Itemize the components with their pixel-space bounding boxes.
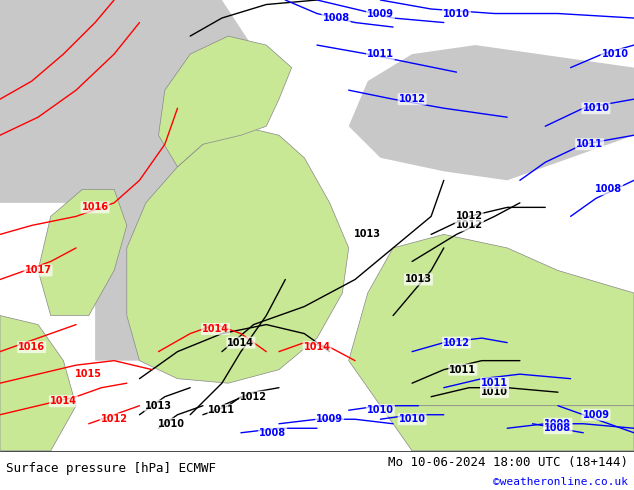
Text: 1012: 1012 [101,414,127,424]
Text: 1017: 1017 [25,266,51,275]
Text: 1015: 1015 [75,369,102,379]
Text: 1009: 1009 [545,419,571,429]
Text: 1012: 1012 [456,220,482,230]
Text: Mo 10-06-2024 18:00 UTC (18+144): Mo 10-06-2024 18:00 UTC (18+144) [387,456,628,469]
Text: 1009: 1009 [316,414,343,424]
Text: 1008: 1008 [595,184,622,195]
Text: 1016: 1016 [82,202,108,212]
Text: 1010: 1010 [158,419,184,429]
Text: 1008: 1008 [323,13,349,23]
Text: 1016: 1016 [18,342,45,352]
Text: 1010: 1010 [583,103,609,113]
Text: 1009: 1009 [367,8,394,19]
Text: 1013: 1013 [405,274,432,285]
Text: 1010: 1010 [443,8,470,19]
Text: 1009: 1009 [583,410,609,420]
Text: 1013: 1013 [145,401,172,411]
Text: 1008: 1008 [259,428,286,438]
Text: 1012: 1012 [399,94,425,104]
Text: 1012: 1012 [443,338,470,347]
Text: 1014: 1014 [304,342,330,352]
Text: 1011: 1011 [576,139,603,149]
Text: 1010: 1010 [481,387,508,397]
Text: 1011: 1011 [209,405,235,415]
Text: 1010: 1010 [602,49,628,59]
Text: 1010: 1010 [367,405,394,415]
Text: 1011: 1011 [450,365,476,375]
Text: Surface pressure [hPa] ECMWF: Surface pressure [hPa] ECMWF [6,462,216,475]
Text: 1010: 1010 [399,414,425,424]
Text: 1008: 1008 [545,423,571,433]
Text: 1011: 1011 [481,378,508,388]
Text: 1014: 1014 [50,396,77,406]
Text: 1012: 1012 [456,211,482,221]
Text: 1013: 1013 [354,229,381,240]
Text: 1014: 1014 [202,324,229,334]
Text: 1012: 1012 [240,392,267,402]
Text: 1014: 1014 [228,338,254,347]
Text: 1011: 1011 [367,49,394,59]
Text: ©weatheronline.co.uk: ©weatheronline.co.uk [493,477,628,487]
